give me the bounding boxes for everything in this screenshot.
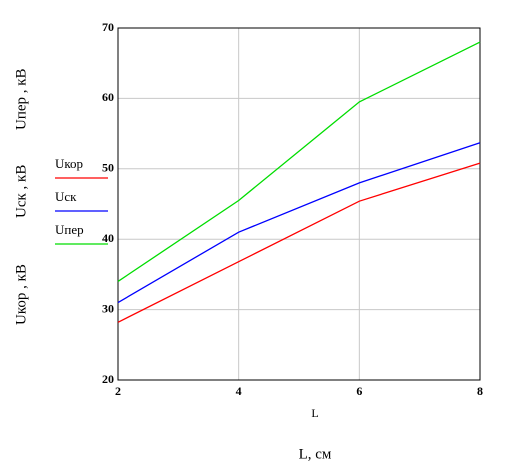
series-line — [117, 162, 481, 323]
y-axis-title: Uкор , кВ — [13, 264, 29, 325]
plot-frame — [117, 27, 481, 381]
legend-label: Uск — [55, 189, 77, 204]
x-tick-label: 8 — [477, 384, 483, 398]
y-tick-label: 60 — [102, 90, 114, 104]
y-tick-label: 50 — [102, 161, 114, 175]
legend-label: Uпер — [55, 222, 84, 237]
x-label: L — [311, 406, 318, 420]
y-tick-label: 40 — [102, 231, 114, 245]
y-tick-label: 30 — [102, 301, 114, 315]
y-tick-label: 70 — [102, 20, 114, 34]
series-line — [117, 41, 481, 282]
y-tick-label: 20 — [102, 372, 114, 386]
y-axis-title: Uск , кВ — [13, 165, 29, 218]
legend-label: Uкор — [55, 156, 83, 171]
x-axis-title: L, см — [299, 446, 332, 462]
series-line — [117, 142, 481, 304]
y-axis-title: Uпер , кВ — [13, 68, 29, 130]
x-tick-label: 6 — [356, 384, 362, 398]
x-tick-label: 4 — [236, 384, 242, 398]
x-tick-label: 2 — [115, 384, 121, 398]
